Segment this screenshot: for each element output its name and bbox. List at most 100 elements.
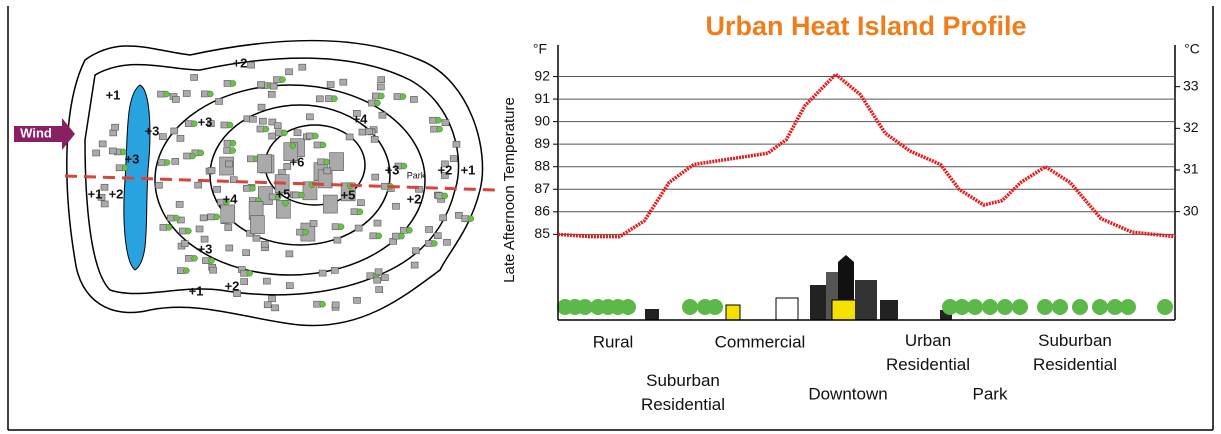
building [443, 238, 451, 246]
y-tick-label: 90 [534, 112, 550, 128]
building [357, 199, 365, 207]
building [326, 81, 335, 88]
lake [123, 84, 151, 271]
building [224, 224, 233, 231]
tree [298, 191, 305, 199]
tree [120, 148, 127, 156]
tree [436, 125, 443, 133]
tree [1120, 299, 1136, 315]
building [229, 176, 238, 184]
building [195, 225, 204, 233]
temperature-line [557, 72, 1176, 239]
building [433, 232, 442, 240]
tree [577, 299, 593, 315]
frame [7, 6, 1214, 431]
isotherm-label: +5 [276, 186, 291, 201]
y-tick-label: 91 [534, 90, 550, 106]
tree [374, 99, 381, 107]
building [358, 128, 367, 136]
tree [942, 299, 958, 315]
building [331, 267, 339, 274]
tree [967, 299, 983, 315]
tree [1012, 299, 1028, 315]
tree [1107, 299, 1123, 315]
building [374, 268, 383, 276]
building [242, 249, 250, 257]
y2-tick-label: 31 [1183, 161, 1199, 177]
wind-arrow [14, 118, 75, 150]
y2-tick-label: 33 [1183, 77, 1199, 93]
building [249, 115, 257, 123]
isotherm-label: +2 [438, 162, 453, 177]
tree [997, 299, 1013, 315]
tree [1052, 299, 1068, 315]
building [353, 110, 361, 117]
building [200, 235, 209, 243]
building [92, 149, 100, 157]
building [373, 276, 381, 284]
building [250, 215, 265, 234]
profile-line [64, 174, 496, 192]
tree [207, 90, 214, 98]
building [268, 132, 276, 140]
building [263, 301, 272, 309]
tree [229, 139, 237, 147]
tree [467, 215, 475, 222]
building [170, 127, 179, 135]
building [333, 236, 342, 244]
building [109, 129, 118, 137]
tree [323, 158, 330, 166]
isotherm-label: +4 [223, 191, 239, 206]
tree [375, 232, 383, 240]
isotherm-label: +1 [88, 186, 103, 201]
zone-label: Suburban Residential [641, 371, 725, 414]
building [449, 155, 458, 162]
y2-tick-label: 32 [1183, 119, 1199, 135]
tree [682, 299, 698, 315]
tree [121, 164, 129, 172]
tree [282, 199, 289, 207]
building [441, 119, 450, 126]
zone-label: Downtown [808, 384, 887, 403]
building [365, 128, 373, 135]
isotherm-label: +2 [233, 55, 248, 70]
building [452, 140, 461, 148]
building [252, 234, 261, 242]
building [298, 63, 307, 71]
tree [1092, 299, 1108, 315]
tree [319, 141, 327, 149]
building [257, 154, 272, 173]
building [415, 185, 423, 193]
wind-label: Wind [20, 125, 52, 140]
zone-label: Commercial [715, 332, 806, 351]
building [370, 136, 379, 143]
building [316, 95, 324, 103]
tree [982, 299, 998, 315]
tree [183, 267, 190, 274]
tree [173, 214, 180, 222]
building [190, 74, 198, 81]
isotherm-label: +3 [198, 241, 213, 256]
tree [189, 152, 196, 160]
y-tick-label: 89 [534, 135, 550, 151]
tree [274, 193, 282, 201]
tree [229, 147, 236, 154]
tree [191, 255, 198, 262]
tree [1037, 299, 1053, 315]
building [194, 181, 203, 189]
tree [163, 90, 170, 98]
tree [400, 162, 408, 170]
isotherm-label: +3 [125, 151, 140, 166]
tree [163, 159, 171, 166]
tree [954, 299, 970, 315]
building [377, 76, 386, 83]
building [215, 98, 223, 105]
building [268, 118, 277, 126]
building [175, 201, 184, 208]
tree [246, 269, 253, 277]
building [220, 204, 236, 224]
building [345, 133, 354, 141]
isotherm-label: +2 [225, 278, 240, 293]
tree [185, 227, 192, 235]
building [109, 147, 117, 155]
